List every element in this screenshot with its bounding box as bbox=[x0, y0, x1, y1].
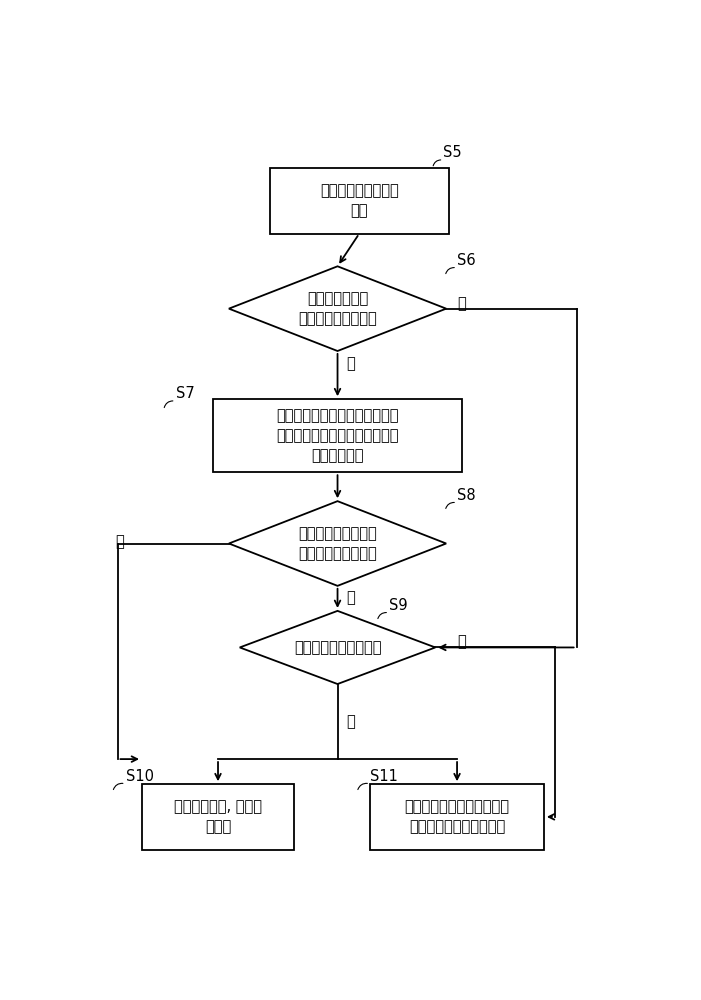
Text: 是: 是 bbox=[346, 357, 355, 372]
Text: 是: 是 bbox=[346, 715, 355, 730]
Text: 是: 是 bbox=[346, 590, 355, 605]
Text: 与故障记录比较
是否有新发生的故障: 与故障记录比较 是否有新发生的故障 bbox=[298, 291, 377, 326]
Polygon shape bbox=[240, 611, 435, 684]
Text: S9: S9 bbox=[389, 598, 408, 613]
Text: 新发生故障的重要性
是否大于已记录故障: 新发生故障的重要性 是否大于已记录故障 bbox=[298, 526, 377, 561]
Text: 发送故障编码, 发送故
障数量: 发送故障编码, 发送故 障数量 bbox=[174, 799, 262, 834]
Polygon shape bbox=[229, 501, 447, 586]
Text: 读取故障编码和故障
数量: 读取故障编码和故障 数量 bbox=[320, 183, 399, 218]
Text: S6: S6 bbox=[457, 253, 476, 268]
Bar bbox=[142, 784, 294, 850]
Text: S7: S7 bbox=[176, 386, 194, 401]
Bar bbox=[212, 399, 463, 472]
Bar bbox=[370, 784, 544, 850]
Text: 按照优先级插入已有的故障发送
队列中，形成一个新的数组，和
新的故障数量: 按照优先级插入已有的故障发送 队列中，形成一个新的数组，和 新的故障数量 bbox=[276, 408, 399, 463]
Text: S11: S11 bbox=[370, 769, 398, 784]
Text: S8: S8 bbox=[457, 488, 476, 503]
Bar bbox=[270, 168, 449, 234]
Text: S5: S5 bbox=[444, 145, 462, 160]
Polygon shape bbox=[229, 266, 447, 351]
Text: 发送间隔时间是否已到: 发送间隔时间是否已到 bbox=[294, 640, 381, 655]
Text: 否: 否 bbox=[115, 534, 123, 549]
Text: 否: 否 bbox=[457, 635, 465, 650]
Text: 记录已有故障和新的故障，
构成下周期需发送的故障: 记录已有故障和新的故障， 构成下周期需发送的故障 bbox=[404, 799, 510, 834]
Text: S10: S10 bbox=[125, 769, 154, 784]
Text: 否: 否 bbox=[457, 296, 465, 311]
